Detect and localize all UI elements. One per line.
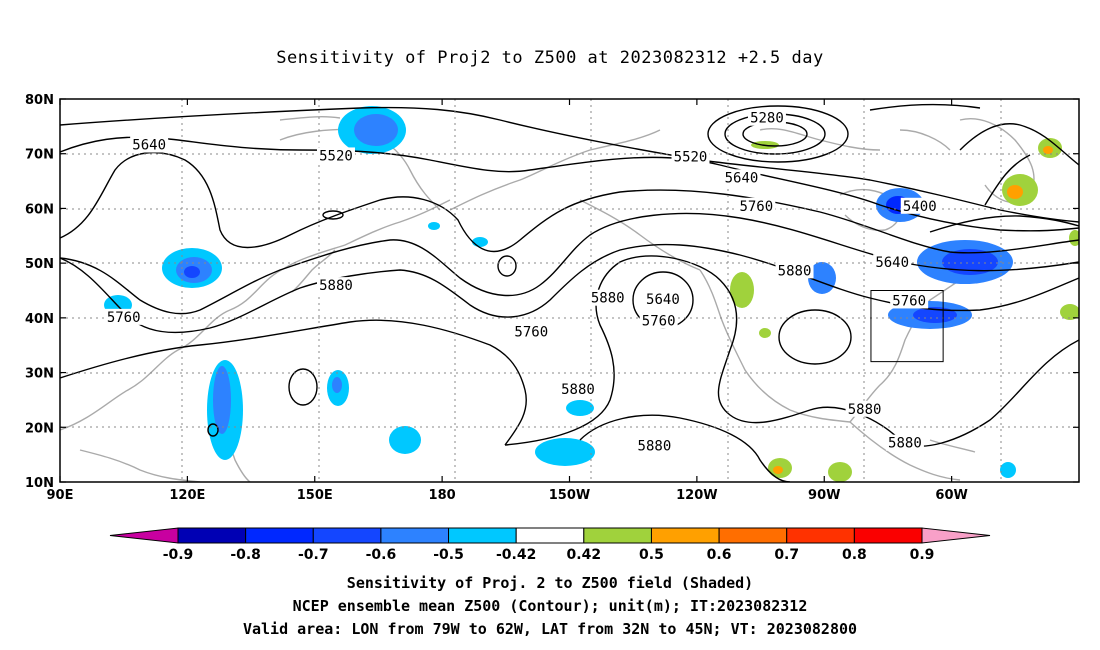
colorbar-label: -0.5: [433, 547, 464, 563]
colorbar: -0.9 -0.8 -0.7 -0.6 -0.5 -0.42 0.42 0.5 0.6 0.7 0.…: [109, 527, 991, 563]
colorbar-swatch: [312, 527, 382, 544]
contour-label-bg: [588, 289, 627, 306]
contour-label: 5760: [514, 325, 548, 341]
colorbar-swatch: [650, 527, 720, 544]
latitude-labels: 80N 70N 60N 50N 40N 30N 20N 10N: [25, 93, 54, 491]
axis-ticks: [59, 98, 1079, 483]
figure-title: Sensitivity of Proj2 to Z500 at 20230823…: [276, 48, 824, 68]
colorbar-swatch: [448, 527, 517, 544]
contour-label: 5880: [638, 438, 672, 454]
latitude-label: 30N: [25, 367, 54, 382]
contour-label: 5760: [107, 310, 141, 326]
contour-label-bg: [885, 434, 924, 451]
latitude-label: 40N: [25, 312, 54, 327]
colorbar-label: -0.7: [298, 547, 329, 563]
colorbar-label: 0.8: [842, 547, 867, 563]
latitude-label: 70N: [25, 148, 54, 163]
caption-line-1: Sensitivity of Proj. 2 to Z500 field (Sh…: [346, 574, 754, 592]
contour-label: 5880: [778, 263, 812, 279]
contour-label-bg: [639, 312, 678, 329]
latitude-label: 60N: [25, 202, 54, 217]
contour-label: 5640: [725, 170, 759, 186]
longitude-label: 60W: [935, 488, 967, 503]
latitude-label: 80N: [25, 93, 54, 108]
contour-label: 5760: [892, 293, 926, 309]
contour-label: 5880: [591, 291, 625, 307]
contour-label-bg: [890, 292, 929, 309]
colorbar-swatch: [515, 527, 585, 544]
colorbar-swatch: [786, 527, 855, 544]
longitude-label: 90E: [47, 488, 74, 503]
contour-label: 5640: [646, 292, 680, 308]
contour-label-bg: [643, 290, 682, 307]
caption-line-2: NCEP ensemble mean Z500 (Contour); unit(…: [292, 597, 808, 615]
colorbar-swatch: [853, 527, 923, 544]
latitude-label: 50N: [25, 257, 54, 272]
colorbar-label: -0.6: [366, 547, 397, 563]
contour-label-bg: [512, 323, 551, 340]
longitude-labels: 90E 120E 150E 180 150W 120W 90W 60W: [47, 488, 968, 503]
contour-labels: 5280 5640 5520 5520 5640 5760 5400 5880 5640 5760…: [104, 109, 939, 454]
longitude-label: 150W: [549, 488, 590, 503]
contour-label-bg: [845, 400, 884, 417]
colorbar-label: 0.7: [774, 547, 799, 563]
contour-label-bg: [900, 197, 939, 214]
contour-label-bg: [722, 169, 761, 186]
colorbar-swatch: [245, 527, 314, 544]
valid-area-box: [870, 290, 944, 363]
contour-label: 5760: [642, 314, 676, 330]
contour-label-bg: [747, 109, 786, 126]
contour-label: 5280: [750, 111, 784, 127]
contour-label: 5520: [319, 148, 353, 164]
colorbar-swatch: [380, 527, 450, 544]
longitude-label: 90W: [808, 488, 840, 503]
colorbar-high-triangle: [921, 527, 991, 544]
colorbar-swatch: [718, 527, 788, 544]
latitude-label: 20N: [25, 421, 54, 436]
contour-label-bg: [775, 262, 814, 279]
colorbar-label: 0.9: [910, 547, 935, 563]
contour-label-bg: [635, 437, 674, 454]
contour-label: 5760: [739, 199, 773, 215]
colorbar-label: -0.8: [230, 547, 261, 563]
contour-label: 5880: [888, 436, 922, 452]
gridlines: [60, 99, 1079, 482]
colorbar-swatch: [583, 527, 652, 544]
z500-contours: [60, 103, 1079, 482]
contour-label: 5880: [848, 402, 882, 418]
contour-label-bg: [737, 197, 776, 214]
contour-label: 5640: [875, 255, 909, 271]
longitude-label: 150E: [297, 488, 333, 503]
contour-label: 5520: [674, 150, 708, 166]
caption-line-3: Valid area: LON from 79W to 62W, LAT fro…: [242, 620, 858, 638]
colorbar-label: -0.42: [496, 547, 536, 563]
latitude-label: 10N: [25, 476, 54, 491]
contour-label-bg: [873, 254, 912, 271]
contour-label: 5640: [132, 138, 166, 154]
longitude-label: 120W: [676, 488, 717, 503]
contour-label-bg: [316, 277, 355, 294]
colorbar-label: 0.6: [707, 547, 732, 563]
colorbar-label: 0.42: [567, 547, 602, 563]
contour-label: 5400: [903, 199, 937, 215]
contour-label-bg: [104, 308, 143, 325]
contour-label-bg: [558, 381, 597, 398]
longitude-label: 180: [429, 488, 456, 503]
contour-label-bg: [671, 148, 710, 165]
contour-label: 5880: [561, 382, 595, 398]
contour-label-bg: [130, 136, 169, 153]
figure-caption: Sensitivity of Proj. 2 to Z500 field (Sh…: [0, 572, 1100, 641]
contour-label-bg: [316, 147, 355, 164]
contour-label: 5880: [319, 278, 353, 294]
colorbar-label: -0.9: [163, 547, 194, 563]
colorbar-low-triangle: [109, 527, 179, 544]
colorbar-label: 0.5: [639, 547, 664, 563]
colorbar-swatch: [177, 527, 247, 544]
longitude-label: 120E: [169, 488, 205, 503]
